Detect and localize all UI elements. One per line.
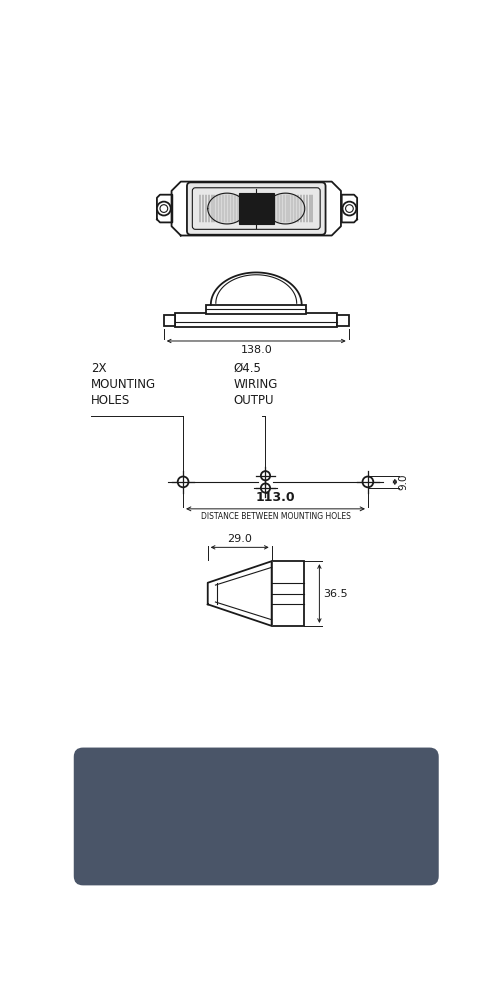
Polygon shape [342, 195, 357, 222]
Circle shape [346, 205, 354, 212]
Text: Ø4.5
WIRING
OUTPU: Ø4.5 WIRING OUTPU [233, 362, 278, 407]
Circle shape [160, 205, 168, 212]
Polygon shape [172, 182, 341, 235]
Text: 9.0: 9.0 [398, 474, 408, 490]
Bar [272, 561, 304, 626]
Polygon shape [208, 193, 246, 224]
Bar [176, 313, 337, 327]
Circle shape [157, 202, 171, 215]
Bar [206, 305, 306, 314]
FancyBboxPatch shape [74, 748, 438, 885]
Text: 113.0: 113.0 [256, 491, 296, 504]
Bar [337, 315, 348, 326]
Text: 29.0: 29.0 [228, 534, 252, 544]
Bar [164, 315, 175, 326]
Circle shape [261, 471, 270, 480]
Text: 36.5: 36.5 [323, 589, 348, 599]
Circle shape [362, 477, 374, 487]
Text: DEPTH 30 MM: DEPTH 30 MM [174, 840, 338, 860]
Text: 2X
MOUNTING
HOLES: 2X MOUNTING HOLES [90, 362, 156, 407]
Text: LENGTH 139 MM: LENGTH 139 MM [160, 773, 352, 793]
Text: WIDTH 37 MM: WIDTH 37 MM [174, 806, 338, 826]
FancyBboxPatch shape [192, 188, 320, 229]
Bar [239, 193, 274, 224]
Polygon shape [208, 561, 272, 626]
Polygon shape [157, 195, 172, 222]
Text: DISTANCE BETWEEN MOUNTING HOLES: DISTANCE BETWEEN MOUNTING HOLES [200, 512, 350, 521]
FancyBboxPatch shape [187, 182, 326, 235]
Circle shape [261, 483, 270, 493]
Text: 138.0: 138.0 [240, 345, 272, 355]
Circle shape [342, 202, 356, 215]
Circle shape [178, 477, 188, 487]
Polygon shape [266, 193, 305, 224]
